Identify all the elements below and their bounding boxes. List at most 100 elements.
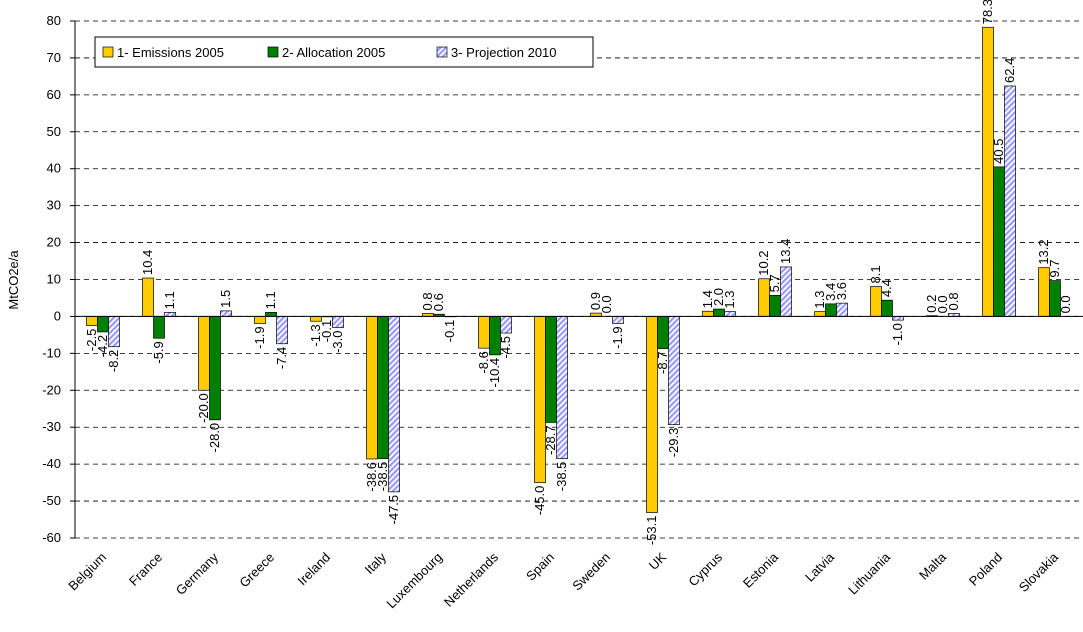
bar (220, 310, 232, 317)
bar (86, 316, 98, 327)
bar (265, 312, 277, 317)
bar (814, 311, 826, 317)
value-label: -5.9 (151, 341, 166, 363)
bar (545, 316, 557, 423)
x-tick-label: Greece (236, 550, 277, 591)
y-tick-label: -20 (42, 382, 61, 397)
bar (646, 316, 658, 513)
value-label: -1.9 (610, 326, 625, 348)
x-tick-label: Belgium (65, 550, 109, 594)
x-tick-label: Poland (966, 550, 1005, 589)
value-label: 2.0 (711, 288, 726, 306)
bar (332, 316, 344, 328)
value-label: 62.4 (1002, 58, 1017, 83)
bar (982, 26, 994, 317)
value-label: 0.8 (946, 292, 961, 310)
x-tick-label: Cyprus (685, 549, 725, 589)
y-tick-label: 0 (54, 308, 61, 323)
y-tick-label: -50 (42, 493, 61, 508)
bar (366, 316, 378, 460)
value-label: -38.6 (364, 462, 379, 492)
value-label: 0.0 (935, 295, 950, 313)
value-label: 0.0 (599, 295, 614, 313)
x-tick-label: Germany (173, 549, 222, 598)
value-label: -47.5 (386, 495, 401, 525)
x-tick-label: Netherlands (441, 549, 502, 610)
bar (534, 316, 546, 483)
bar (881, 299, 893, 317)
value-label: -8.2 (106, 350, 121, 372)
x-tick-label: UK (646, 549, 670, 573)
value-label: 0.0 (1058, 295, 1073, 313)
y-tick-label: -30 (42, 419, 61, 434)
value-label: -8.7 (655, 352, 670, 374)
value-label: -7.4 (274, 347, 289, 369)
value-label: 0.6 (431, 293, 446, 311)
bar (713, 308, 725, 317)
x-tick-label: France (126, 550, 165, 589)
bar (993, 166, 1005, 317)
value-label: -45.0 (532, 486, 547, 516)
bar (377, 316, 389, 459)
bar (142, 277, 154, 317)
value-label: 1.1 (162, 291, 177, 309)
bar (612, 316, 624, 324)
x-tick-label: Ireland (294, 550, 333, 589)
y-tick-label: -40 (42, 456, 61, 471)
value-label: 9.7 (1047, 260, 1062, 278)
value-label: 13.4 (778, 239, 793, 264)
legend-swatch (436, 46, 448, 58)
value-label: -1.0 (890, 323, 905, 345)
y-tick-label: 80 (47, 13, 61, 28)
value-label: 0.2 (924, 295, 939, 313)
bar (254, 316, 266, 324)
y-axis-label: MtCO2e/a (6, 250, 21, 310)
x-tick-label: Estonia (740, 549, 782, 591)
value-label: -1.9 (252, 326, 267, 348)
y-tick-label: -10 (42, 345, 61, 360)
bar (724, 311, 736, 317)
value-label: 1.3 (812, 291, 827, 309)
value-label: -1.3 (308, 324, 323, 346)
y-tick-label: 60 (47, 87, 61, 102)
x-tick-label: Slovakia (1016, 549, 1062, 595)
value-label: -10.4 (487, 358, 502, 388)
value-label: 10.4 (140, 250, 155, 275)
x-tick-label: Luxembourg (383, 550, 445, 612)
x-tick-label: Sweden (569, 550, 613, 594)
value-label: 5.7 (767, 274, 782, 292)
bar (836, 302, 848, 317)
value-label: -28.7 (543, 425, 558, 455)
bar (657, 316, 669, 349)
value-label: 3.4 (823, 283, 838, 301)
y-tick-label: 20 (47, 235, 61, 250)
bar (825, 303, 837, 317)
value-label: -29.3 (666, 428, 681, 458)
value-label: 8.1 (868, 265, 883, 283)
value-label: 3.6 (834, 282, 849, 300)
x-tick-label: Latvia (802, 549, 838, 585)
bar (702, 310, 714, 317)
x-tick-label: Malta (916, 549, 950, 583)
value-label: 0.9 (588, 292, 603, 310)
x-tick-label: Spain (523, 550, 557, 584)
y-tick-label: -60 (42, 530, 61, 545)
value-label: -28.0 (207, 423, 222, 453)
bar (164, 312, 176, 317)
x-tick-label: Italy (362, 549, 390, 577)
value-label: -38.5 (375, 462, 390, 492)
y-tick-label: 50 (47, 124, 61, 139)
value-label: -0.1 (319, 320, 334, 342)
value-label: 40.5 (991, 139, 1006, 164)
bar (198, 316, 210, 391)
legend-box (94, 36, 594, 68)
bar (1004, 85, 1016, 317)
value-label: 10.2 (756, 250, 771, 275)
legend-label: 3- Projection 2010 (451, 45, 557, 60)
value-label: 1.1 (263, 291, 278, 309)
value-label: -53.1 (644, 516, 659, 546)
value-label: 1.5 (218, 290, 233, 308)
y-tick-label: 70 (47, 50, 61, 65)
value-label: 1.3 (722, 291, 737, 309)
